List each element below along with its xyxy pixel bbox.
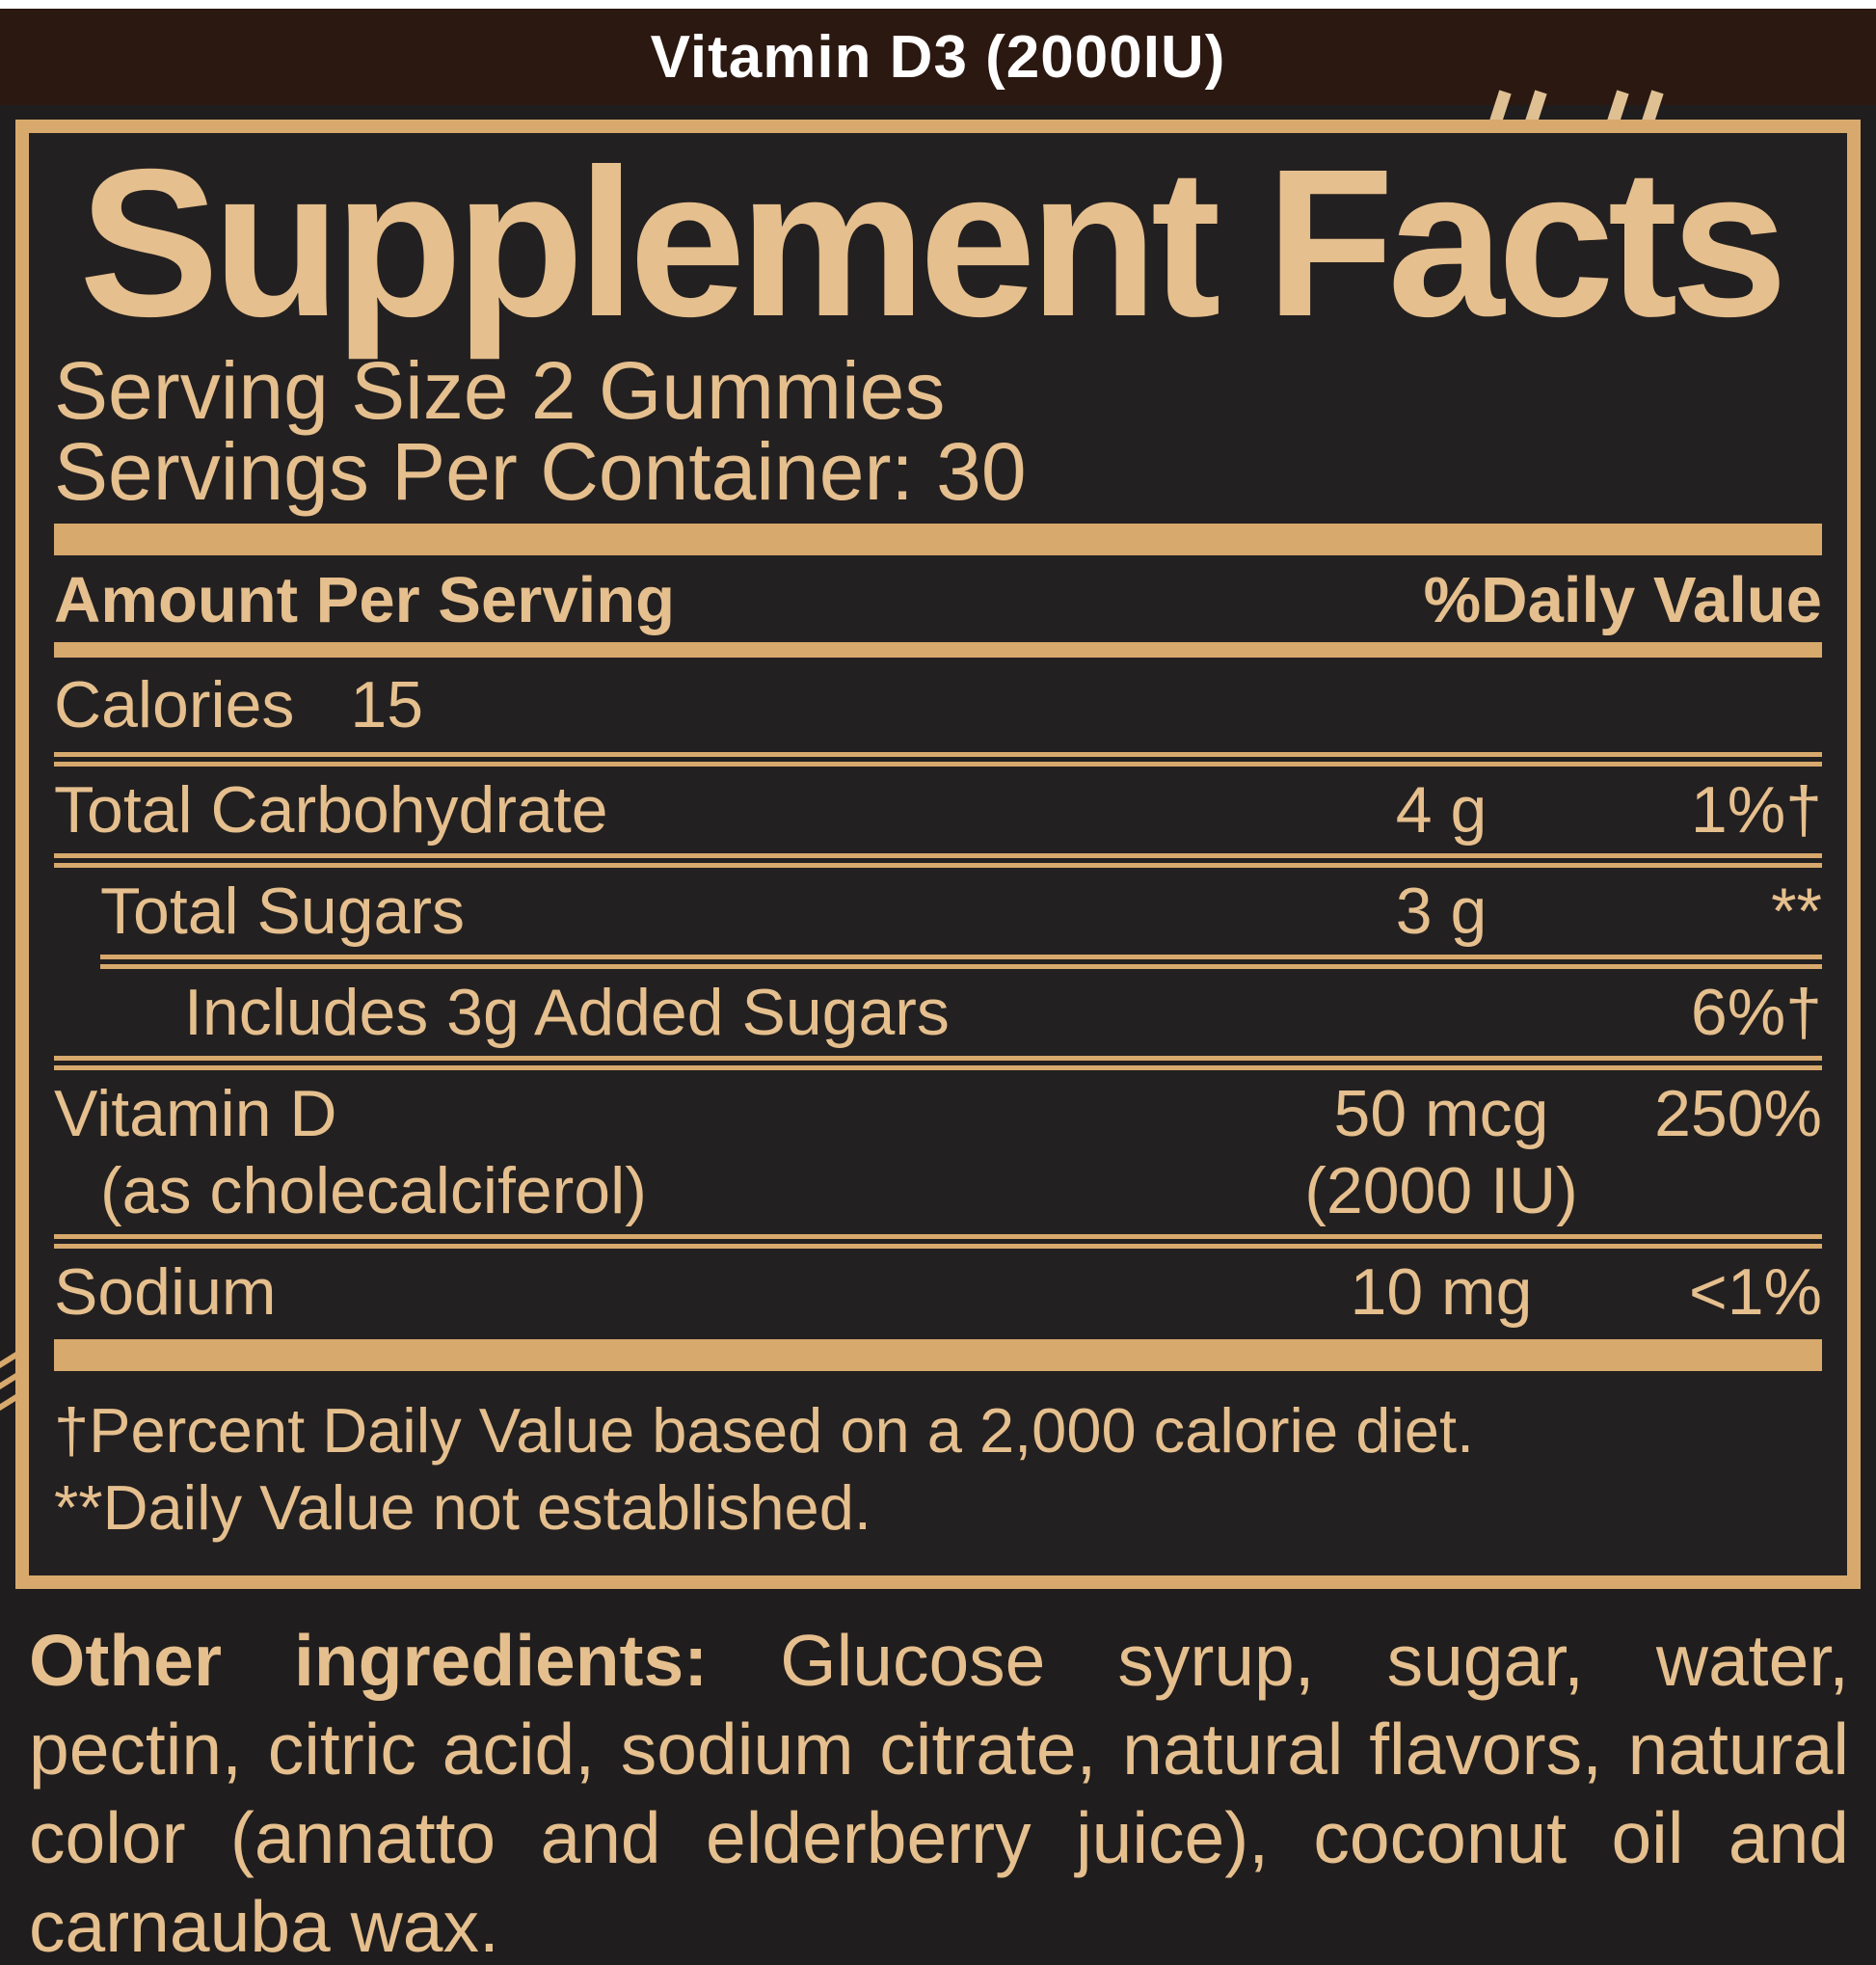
product-title: Vitamin D3 (2000IU) xyxy=(650,23,1226,91)
servings-per-container-text: Servings Per Container: 30 xyxy=(54,425,1027,517)
serving-info: Serving Size 2 Gummies Servings Per Cont… xyxy=(54,350,1822,512)
row-divider-indented xyxy=(100,954,1822,969)
other-ingredients-label: Other ingredients: xyxy=(29,1620,709,1701)
nutrient-daily-value: ** xyxy=(1771,874,1822,948)
ingredients-line-1-rest: Glucose syrup, sugar, water, xyxy=(708,1620,1849,1701)
footnotes: †Percent Daily Value based on a 2,000 ca… xyxy=(54,1392,1822,1547)
nutrient-row-total-sugars: Total Sugars 3 g ** xyxy=(54,868,1822,955)
nutrient-name: Sodium xyxy=(54,1254,277,1329)
footnote-daily-value: †Percent Daily Value based on a 2,000 ca… xyxy=(54,1394,1475,1466)
nutrient-row-vitamin-d: Vitamin D 50 mcg 250% xyxy=(54,1070,1822,1149)
product-title-bar: Vitamin D3 (2000IU) xyxy=(0,9,1876,105)
daily-value-header: %Daily Value xyxy=(1423,563,1822,636)
panel-content: Supplement Facts Serving Size 2 Gummies … xyxy=(29,126,1847,1547)
nutrient-daily-value: 1%† xyxy=(1690,772,1822,847)
ingredients-line-1: Other ingredients: Glucose syrup, sugar,… xyxy=(29,1616,1849,1705)
supplement-facts-panel: Supplement Facts Serving Size 2 Gummies … xyxy=(15,120,1861,1589)
nutrient-daily-value: 6%† xyxy=(1690,975,1822,1049)
nutrient-amount: 10 mg xyxy=(1350,1254,1533,1329)
nutrient-amount-secondary: (2000 IU) xyxy=(1304,1153,1578,1227)
nutrient-row-vitamin-d-subline: (as cholecalciferol) (2000 IU) xyxy=(54,1149,1822,1234)
ingredients-line-3: color (annatto and elderberry juice), co… xyxy=(29,1797,1849,1878)
nutrient-row-total-carbohydrate: Total Carbohydrate 4 g 1%† xyxy=(54,767,1822,853)
calories-label: Calories xyxy=(54,667,295,741)
row-divider xyxy=(54,751,1822,767)
ingredients-line-4: carnauba wax. xyxy=(29,1886,499,1965)
nutrient-name: Includes 3g Added Sugars xyxy=(184,975,950,1049)
nutrient-daily-value: <1% xyxy=(1689,1254,1822,1329)
nutrient-row-sodium: Sodium 10 mg <1% xyxy=(54,1249,1822,1335)
thick-divider-bar xyxy=(54,1338,1822,1371)
top-white-strip xyxy=(0,0,1876,9)
amount-per-serving-header: Amount Per Serving xyxy=(54,563,676,636)
row-divider xyxy=(54,1233,1822,1249)
footnote-not-established: **Daily Value not established. xyxy=(54,1471,871,1543)
row-divider xyxy=(54,852,1822,868)
calories-row: Calories 15 xyxy=(54,658,1822,752)
nutrient-amount: 4 g xyxy=(1395,772,1487,847)
medium-divider-bar xyxy=(54,641,1822,658)
nutrient-amount: 50 mcg xyxy=(1333,1076,1549,1150)
calories-value: 15 xyxy=(350,667,424,741)
thick-divider-bar xyxy=(54,523,1822,555)
other-ingredients-section: Other ingredients: Glucose syrup, sugar,… xyxy=(29,1616,1849,1965)
nutrient-name: Total Carbohydrate xyxy=(54,772,608,847)
nutrient-amount: 3 g xyxy=(1395,874,1487,948)
panel-title: Supplement Facts xyxy=(79,126,1788,361)
nutrient-name-secondary: (as cholecalciferol) xyxy=(100,1153,647,1227)
nutrient-name: Vitamin D xyxy=(54,1076,337,1150)
ingredients-line-2: pectin, citric acid, sodium citrate, nat… xyxy=(29,1709,1849,1790)
nutrient-row-added-sugars: Includes 3g Added Sugars 6%† xyxy=(54,969,1822,1056)
row-divider xyxy=(54,1055,1822,1070)
column-header-row: Amount Per Serving %Daily Value xyxy=(54,563,1822,638)
nutrient-name: Total Sugars xyxy=(100,874,465,948)
nutrient-daily-value: 250% xyxy=(1654,1076,1822,1150)
serving-size-text: Serving Size 2 Gummies xyxy=(54,344,946,436)
